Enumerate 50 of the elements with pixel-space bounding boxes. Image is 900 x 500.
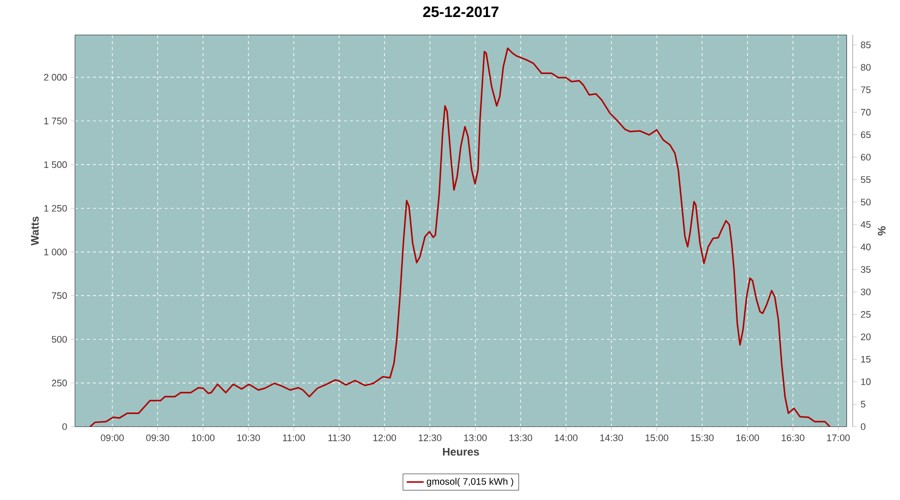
x-axis-title: Heures xyxy=(443,448,479,456)
y2-tick-label: 45 xyxy=(860,221,871,228)
x-tick-label: 16:00 xyxy=(736,434,759,442)
x-tick-label: 09:00 xyxy=(100,434,124,442)
x-tick-label: 12:00 xyxy=(373,434,396,442)
x-tick-label: 13:00 xyxy=(464,434,487,442)
y2-tick-label: 55 xyxy=(860,176,871,183)
x-tick-label: 10:00 xyxy=(192,434,215,442)
y-tick-label: 1 750 xyxy=(44,118,67,124)
y2-tick-label: 10 xyxy=(861,378,871,386)
y2-tick-label: 80 xyxy=(860,64,871,71)
x-tick-label: 13:30 xyxy=(510,434,532,442)
y-tick-label: 2 000 xyxy=(44,74,67,81)
y-axis-title: Watts xyxy=(31,216,39,246)
x-tick-label: 15:00 xyxy=(646,434,668,442)
y-tick-label: 1 000 xyxy=(44,248,67,256)
x-tick-label: 11:30 xyxy=(328,434,350,442)
y-tick-label: 250 xyxy=(52,380,67,386)
y2-tick-label: 85 xyxy=(860,42,871,48)
y2-tick-label: 30 xyxy=(860,288,871,296)
line-series xyxy=(89,48,831,427)
x-tick-label: 12:30 xyxy=(418,434,442,442)
y2-tick-label: 35 xyxy=(860,266,871,273)
y2-tick-label: 5 xyxy=(860,400,866,408)
legend-label: gmosol( 7,015 kWh ) xyxy=(426,478,514,487)
x-tick-label: 15:30 xyxy=(691,434,714,442)
y-tick-label: 1 250 xyxy=(44,204,67,212)
y2-tick-label: 70 xyxy=(860,108,871,116)
y-tick-label: 750 xyxy=(52,292,67,300)
y2-tick-label: 60 xyxy=(860,154,871,161)
y2-tick-label: 20 xyxy=(860,333,871,340)
y2-tick-label: 75 xyxy=(860,86,871,94)
x-tick-label: 11:00 xyxy=(283,434,305,442)
y2-tick-label: 50 xyxy=(860,198,871,206)
x-tick-label: 10:30 xyxy=(237,434,260,442)
chart-title: 25-12-2017 xyxy=(423,6,498,18)
y2-tick-label: 40 xyxy=(860,244,871,250)
y-tick-label: 500 xyxy=(52,336,67,343)
x-tick-label: 09:30 xyxy=(146,434,170,442)
x-tick-label: 14:30 xyxy=(600,434,623,442)
y2-tick-label: 65 xyxy=(860,131,871,138)
y-tick-label: 1 500 xyxy=(44,161,67,168)
x-tick-label: 16:30 xyxy=(782,434,804,442)
y2-tick-label: 0 xyxy=(860,423,866,430)
y2-tick-label: 25 xyxy=(860,311,871,318)
y2-axis-title: % xyxy=(878,226,886,236)
y-tick-label: 0 xyxy=(62,423,67,430)
y2-tick-label: 15 xyxy=(861,356,871,363)
x-tick-label: 17:00 xyxy=(827,434,850,442)
x-tick-label: 14:00 xyxy=(554,434,578,442)
